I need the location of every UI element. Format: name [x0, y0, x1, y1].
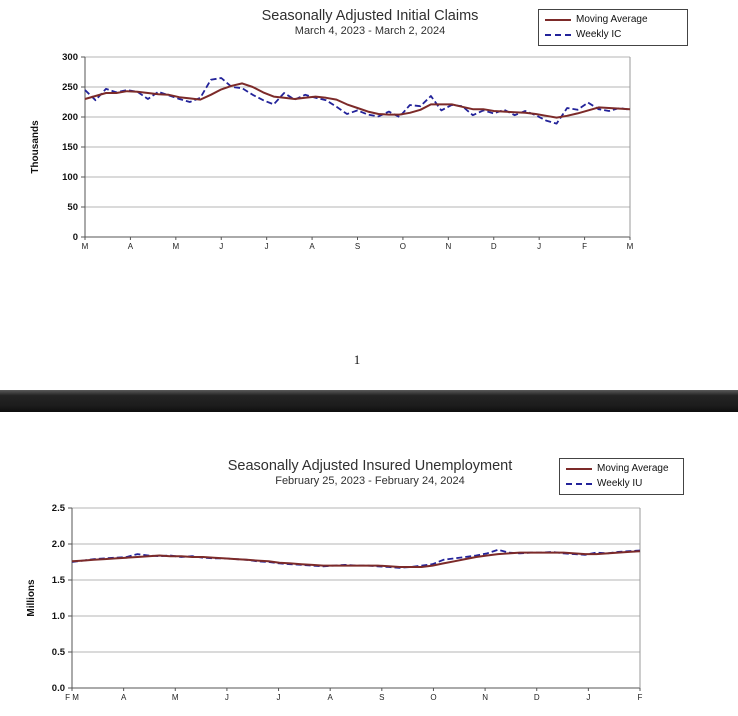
svg-text:2.0: 2.0: [52, 539, 65, 550]
legend-item-weekly-iu: Weekly IU: [566, 478, 677, 489]
svg-text:0.0: 0.0: [52, 683, 65, 694]
legend-item-moving-average: Moving Average: [545, 14, 681, 25]
svg-text:A: A: [121, 693, 127, 702]
page-number: 1: [353, 352, 361, 367]
svg-text:150: 150: [62, 142, 78, 153]
svg-text:J: J: [219, 242, 223, 251]
pdf-page-2: Seasonally Adjusted Insured Unemployment…: [0, 412, 738, 716]
legend: Moving Average Weekly IC: [538, 9, 688, 46]
weekly-iu-line-sample: [566, 482, 592, 485]
svg-text:F M: F M: [65, 693, 79, 702]
svg-text:F: F: [638, 693, 643, 702]
svg-text:0: 0: [73, 232, 78, 243]
svg-text:J: J: [586, 693, 590, 702]
svg-text:M: M: [627, 242, 634, 251]
page-gap: [0, 390, 738, 412]
svg-text:O: O: [400, 242, 406, 251]
svg-text:2.5: 2.5: [52, 503, 66, 514]
svg-text:N: N: [482, 693, 488, 702]
chart-subtitle: March 4, 2023 - March 2, 2024: [294, 25, 446, 37]
svg-text:250: 250: [62, 82, 78, 93]
chart-title: Seasonally Adjusted Insured Unemployment: [227, 458, 513, 474]
plot-area: 0 50 100 150 200 250 300 M A M J J A S O N D J F M: [62, 52, 634, 251]
legend: Moving Average Weekly IU: [559, 458, 684, 495]
plot-area: 0.0 0.5 1.0 1.5 2.0 2.5 F M A M J J A S O N D J F: [52, 503, 643, 702]
chart-subtitle: February 25, 2023 - February 24, 2024: [275, 475, 465, 487]
svg-text:N: N: [445, 242, 451, 251]
svg-text:0.5: 0.5: [52, 647, 66, 658]
svg-text:200: 200: [62, 112, 78, 123]
legend-item-moving-average: Moving Average: [566, 463, 677, 474]
svg-text:1.0: 1.0: [52, 611, 65, 622]
svg-text:100: 100: [62, 172, 78, 183]
svg-text:M: M: [172, 242, 179, 251]
svg-text:A: A: [128, 242, 134, 251]
legend-label: Weekly IC: [576, 29, 622, 40]
svg-text:S: S: [355, 242, 360, 251]
svg-text:J: J: [225, 693, 229, 702]
insured-unemployment-chart: Seasonally Adjusted Insured Unemployment…: [20, 458, 720, 716]
svg-text:A: A: [328, 693, 334, 702]
legend-label: Weekly IU: [597, 478, 643, 489]
svg-text:50: 50: [67, 202, 78, 213]
weekly-ic-line-sample: [545, 33, 571, 36]
svg-text:J: J: [265, 242, 269, 251]
moving-average-line-sample: [545, 18, 571, 21]
svg-text:M: M: [82, 242, 89, 251]
chart-title: Seasonally Adjusted Initial Claims: [261, 8, 479, 24]
svg-text:300: 300: [62, 52, 78, 63]
pdf-page-1: Seasonally Adjusted Initial Claims March…: [28, 6, 712, 367]
svg-text:S: S: [379, 693, 384, 702]
svg-text:O: O: [430, 693, 436, 702]
svg-text:F: F: [582, 242, 587, 251]
svg-text:M: M: [172, 693, 179, 702]
legend-label: Moving Average: [597, 463, 669, 474]
svg-text:J: J: [277, 693, 281, 702]
svg-text:J: J: [537, 242, 541, 251]
moving-average-line-sample: [566, 467, 592, 470]
svg-text:1.5: 1.5: [52, 575, 66, 586]
svg-text:D: D: [491, 242, 497, 251]
legend-label: Moving Average: [576, 14, 648, 25]
legend-item-weekly-ic: Weekly IC: [545, 29, 681, 40]
svg-text:A: A: [309, 242, 315, 251]
svg-text:D: D: [534, 693, 540, 702]
initial-claims-chart: Seasonally Adjusted Initial Claims March…: [28, 6, 712, 278]
